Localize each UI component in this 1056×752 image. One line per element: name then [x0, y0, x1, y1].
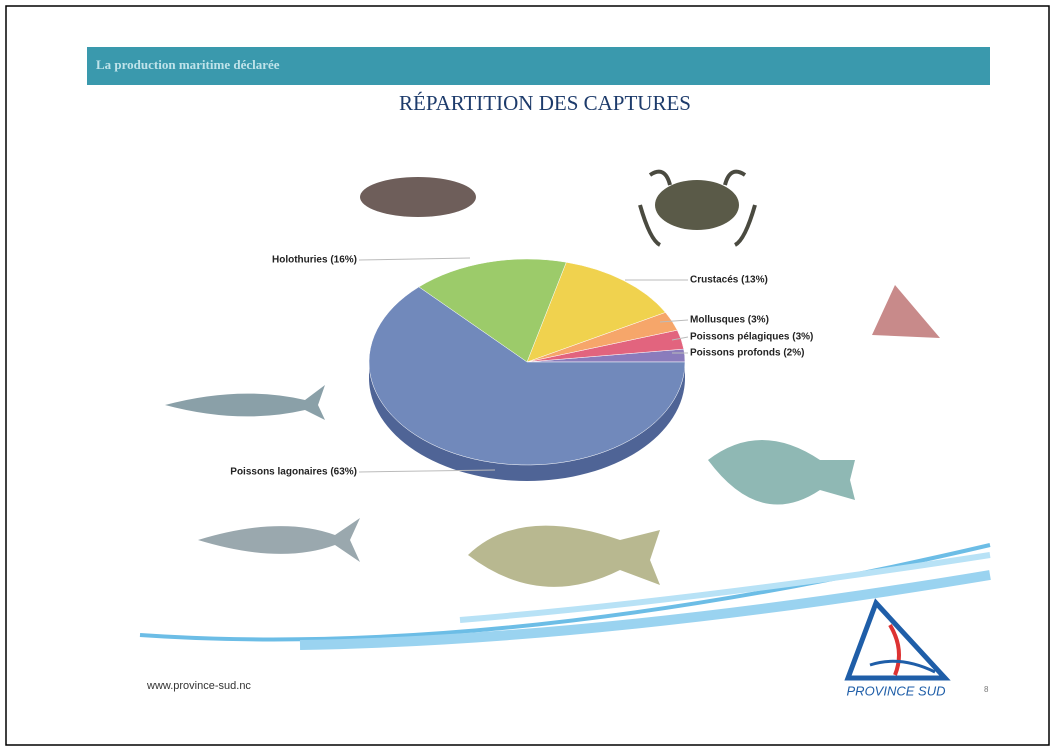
logo: PROVINCE SUD — [844, 598, 951, 698]
leader-line — [358, 257, 471, 261]
emperor-fish — [468, 525, 660, 587]
page-number: 8 — [984, 685, 989, 694]
slice-label: Poissons pélagiques (3%) — [690, 332, 813, 343]
website: www.province-sud.nc — [146, 680, 251, 692]
shell — [872, 285, 940, 338]
slice-label: Poissons lagonaires (63%) — [230, 467, 357, 478]
wave — [459, 552, 991, 623]
mackerel — [165, 385, 325, 420]
crab — [638, 169, 757, 247]
wave — [299, 570, 991, 650]
mullet — [198, 518, 360, 562]
slice-label: Holothuries (16%) — [272, 255, 357, 266]
chart-title: RÉPARTITION DES CAPTURES — [399, 91, 691, 115]
logo-text: PROVINCE SUD — [847, 683, 946, 698]
logo-stripe — [888, 623, 901, 676]
logo-triangle — [844, 598, 951, 681]
unicornfish — [708, 440, 855, 505]
leader-line — [358, 469, 496, 473]
logo-wave — [869, 659, 936, 674]
slice-label: Mollusques (3%) — [690, 315, 769, 326]
header-title: La production maritime déclarée — [96, 57, 280, 72]
pie-slice — [368, 286, 686, 466]
pie-slice — [418, 258, 567, 363]
slice-label: Poissons profonds (2%) — [690, 348, 804, 359]
sea-cucumber — [360, 177, 476, 217]
leader-line — [671, 336, 689, 341]
leader-line — [659, 319, 689, 323]
header-bar — [87, 47, 990, 85]
slice-label: Crustacés (13%) — [690, 275, 768, 286]
illustrations — [139, 169, 991, 650]
pie-slice — [526, 261, 666, 363]
